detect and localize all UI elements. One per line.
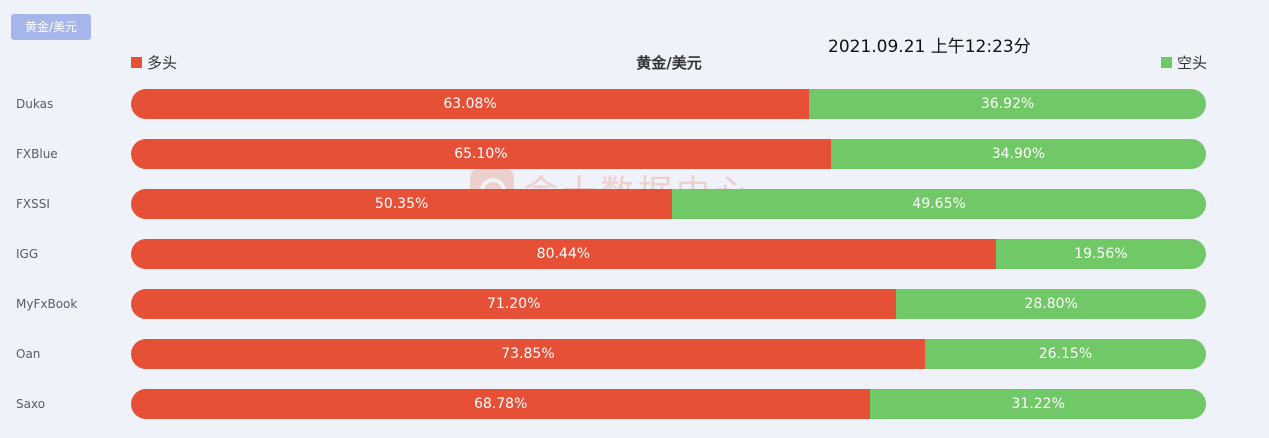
long-segment-oan[interactable]: 73.85% <box>131 339 925 369</box>
instrument-tab[interactable]: 黄金/美元 <box>11 14 91 40</box>
short-segment-oan[interactable]: 26.15% <box>924 339 1206 369</box>
bar-fxssi[interactable]: 50.35% 49.65% <box>131 189 1206 219</box>
legend-long-swatch <box>131 57 142 68</box>
long-segment-fxssi[interactable]: 50.35% <box>131 189 673 219</box>
bar-myfxbook[interactable]: 71.20% 28.80% <box>131 289 1206 319</box>
legend-long[interactable]: 多头 <box>131 52 177 73</box>
timestamp: 2021.09.21 上午12:23分 <box>828 37 1031 57</box>
bar-fxblue[interactable]: 65.10% 34.90% <box>131 139 1206 169</box>
long-segment-myfxbook[interactable]: 71.20% <box>131 289 897 319</box>
long-segment-igg[interactable]: 80.44% <box>131 239 996 269</box>
short-segment-dukas[interactable]: 36.92% <box>809 89 1206 119</box>
row-label-dukas: Dukas <box>16 97 54 111</box>
row-label-myfxbook: MyFxBook <box>16 297 78 311</box>
row-label-fxblue: FXBlue <box>16 147 58 161</box>
long-segment-fxblue[interactable]: 65.10% <box>131 139 831 169</box>
chart-title: 黄金/美元 <box>636 54 702 72</box>
legend-short-label: 空头 <box>1176 54 1207 72</box>
row-label-fxssi: FXSSI <box>16 197 50 211</box>
long-segment-dukas[interactable]: 63.08% <box>131 89 810 119</box>
bar-saxo[interactable]: 68.78% 31.22% <box>131 389 1206 419</box>
row-label-igg: IGG <box>16 247 39 261</box>
legend-short[interactable]: 空头 <box>1160 52 1207 73</box>
short-segment-myfxbook[interactable]: 28.80% <box>896 289 1206 319</box>
short-segment-fxblue[interactable]: 34.90% <box>830 139 1206 169</box>
row-label-oan: Oan <box>16 347 41 361</box>
row-label-saxo: Saxo <box>16 397 46 411</box>
long-segment-saxo[interactable]: 68.78% <box>131 389 871 419</box>
bar-dukas[interactable]: 63.08% 36.92% <box>131 89 1206 119</box>
short-segment-saxo[interactable]: 31.22% <box>870 389 1206 419</box>
bar-oan[interactable]: 73.85% 26.15% <box>131 339 1206 369</box>
short-segment-igg[interactable]: 19.56% <box>995 239 1206 269</box>
short-segment-fxssi[interactable]: 49.65% <box>672 189 1206 219</box>
legend-long-label: 多头 <box>147 54 178 72</box>
bar-igg[interactable]: 80.44% 19.56% <box>131 239 1206 269</box>
legend-short-swatch <box>1160 57 1172 68</box>
